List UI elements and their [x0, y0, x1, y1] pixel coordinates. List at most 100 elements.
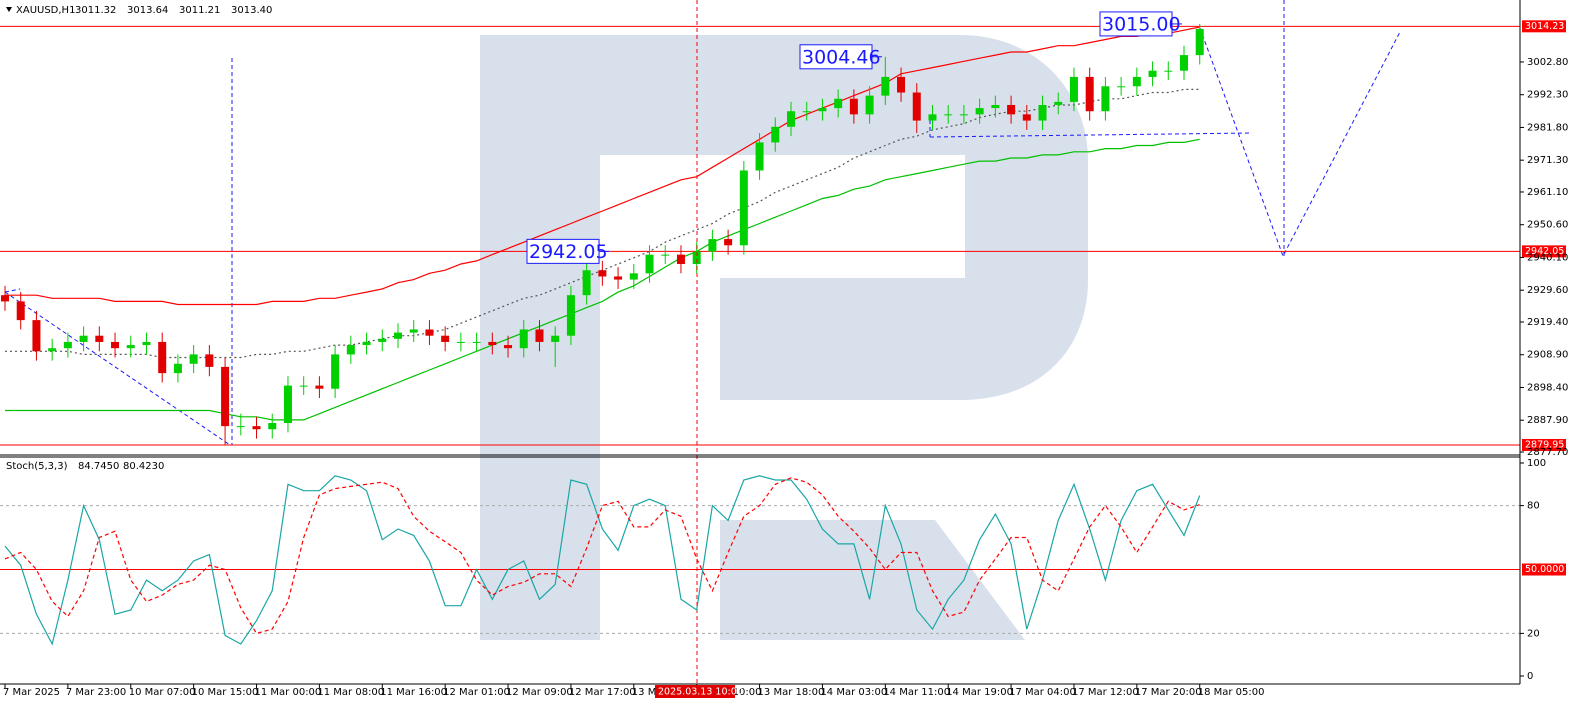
level-label-box [1522, 438, 1566, 451]
candle-body [1180, 55, 1188, 71]
candle-body [472, 341, 481, 343]
candle-body [79, 335, 88, 342]
candle-body [1195, 28, 1204, 56]
candle-body [456, 341, 465, 343]
annotation-label: 3004.46 [802, 46, 881, 68]
candle-body [1117, 86, 1126, 88]
x-tick-label: 17 Mar 04:00 [1009, 687, 1076, 698]
candle-body [1054, 101, 1063, 105]
level-label: 3014.23 [1525, 21, 1564, 32]
x-tick-label: 12 Mar 17:00 [569, 687, 636, 698]
candle-body [739, 170, 748, 246]
candle-body [299, 385, 308, 387]
indicator-line [5, 138, 1200, 421]
candle-body [1132, 76, 1141, 87]
y-tick-label: 3002.80 [1527, 57, 1568, 68]
candle-body [189, 354, 198, 364]
candle-body [959, 114, 968, 116]
annotation-label: 3015.00 [1102, 13, 1181, 35]
candle-body [676, 254, 685, 264]
candle-body [425, 329, 434, 336]
x-tick-label: 14 Mar 19:00 [946, 687, 1013, 698]
candle-body [708, 239, 717, 252]
candle-body [1148, 70, 1157, 77]
candle-body [1022, 114, 1031, 121]
y-tick-label: 2961.10 [1527, 187, 1568, 198]
y-tick-label: 100 [1527, 458, 1546, 469]
x-tick-label: 12 Mar 01:00 [443, 687, 510, 698]
x-tick-label: 14 Mar 03:00 [820, 687, 887, 698]
candle-body [1164, 70, 1173, 72]
candle-body [928, 114, 937, 121]
y-tick-label: 2929.60 [1527, 285, 1568, 296]
level-label-box [1522, 563, 1566, 576]
candle-body [441, 335, 450, 342]
annotation-box [1099, 11, 1173, 37]
candle-body [834, 98, 843, 109]
candle-body [378, 338, 387, 342]
price-readout: 3011.32 [75, 5, 116, 16]
candle-body [63, 341, 72, 349]
x-tick-label: 7 Mar 2025 [3, 687, 60, 698]
y-tick-label: 20 [1527, 628, 1540, 639]
x-tick-label: 18 Mar 05:00 [1198, 687, 1265, 698]
candle-body [551, 335, 560, 342]
x-tick-label: 13 Mar 18:00 [758, 687, 825, 698]
chart-area: 3014.23 2942.05 2879.95 3002.80 2992.30 2981.… [0, 0, 1568, 698]
level-label: 50.0000 [1525, 564, 1564, 575]
candle-body [32, 320, 41, 352]
x-tick-label: 12 Mar 09:00 [506, 687, 573, 698]
crosshair-label-box [655, 685, 735, 698]
candle-body [818, 108, 827, 112]
candle-body [362, 341, 371, 346]
candle-body [95, 335, 104, 342]
candle-body [787, 111, 795, 127]
level-label-box [1522, 20, 1566, 33]
price-readout: 3013.64 [127, 5, 168, 16]
x-tick-label: 17 Mar 20:00 [1135, 687, 1202, 698]
candle-body [519, 329, 528, 349]
indicator-title: Stoch(5,3,3) [6, 461, 68, 472]
candle-body [897, 76, 906, 93]
candle-body [1101, 86, 1110, 112]
x-tick-label: 10 Mar 07:00 [129, 687, 196, 698]
candle-body [1, 295, 9, 302]
candle-body [221, 366, 230, 427]
indicator-readout: 84.7450 [78, 461, 119, 472]
price-readout: 3011.21 [179, 5, 220, 16]
x-tick-label: 11 Mar 16:00 [380, 687, 447, 698]
candle-body [268, 423, 277, 430]
candle-body [48, 348, 57, 352]
candle-body [566, 295, 575, 336]
candle-body [504, 345, 513, 349]
candle-body [661, 254, 670, 256]
candle-body [16, 301, 25, 321]
candle-body [158, 341, 167, 374]
candle-body [881, 76, 890, 96]
candle-body [692, 251, 701, 264]
candle-body [1038, 104, 1047, 121]
y-tick-label: 2971.30 [1527, 155, 1568, 166]
candle-body [488, 341, 497, 346]
candle-body [865, 95, 874, 115]
x-tick-label: 17 Mar 12:00 [1072, 687, 1139, 698]
candle-body [629, 273, 638, 280]
annotation-label: 2942.05 [529, 241, 608, 263]
candle-body [849, 98, 858, 115]
candle-body [394, 332, 402, 339]
x-tick-label: 11 Mar 00:00 [255, 687, 322, 698]
x-tick-label: 10 Mar 15:00 [192, 687, 259, 698]
candle-body [205, 354, 214, 367]
y-tick-label: 2940.10 [1527, 252, 1568, 263]
candle-body [126, 345, 135, 349]
candle-body [173, 363, 182, 374]
menu-arrow[interactable] [6, 7, 12, 12]
y-tick-label: 2981.80 [1527, 122, 1568, 133]
y-tick-label: 2950.60 [1527, 220, 1568, 231]
candle-body [724, 239, 733, 246]
y-tick-label: 2887.90 [1527, 415, 1568, 426]
crosshair-label: 2025.03.13 10:00 [658, 687, 743, 698]
candle-body [409, 329, 418, 333]
level-label: 2879.95 [1525, 439, 1564, 450]
